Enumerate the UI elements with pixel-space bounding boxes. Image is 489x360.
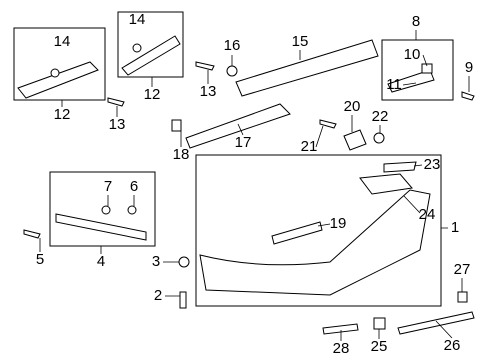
callout: 27 xyxy=(454,261,471,278)
callout: 10 xyxy=(404,46,421,63)
callout: 14 xyxy=(54,33,71,50)
callout: 6 xyxy=(130,178,138,195)
callout: 15 xyxy=(292,33,309,50)
callout: 4 xyxy=(97,253,105,270)
boxes xyxy=(13,11,454,307)
callout-labels: 14 12 14 12 16 15 13 13 8 10 11 9 21 20 … xyxy=(36,11,473,357)
callout: 11 xyxy=(386,76,402,93)
callout: 13 xyxy=(109,116,126,133)
callout: 26 xyxy=(444,337,461,354)
callout: 8 xyxy=(412,13,420,30)
parts xyxy=(17,35,475,335)
callout: 20 xyxy=(344,98,361,115)
callout: 22 xyxy=(372,108,389,125)
leader-lines xyxy=(39,30,470,341)
callout: 13 xyxy=(200,83,217,100)
callout: 17 xyxy=(235,134,252,151)
callout: 12 xyxy=(54,106,71,123)
callout: 18 xyxy=(173,146,190,163)
callout: 1 xyxy=(451,219,459,236)
callout: 21 xyxy=(301,138,318,155)
callout: 12 xyxy=(144,86,161,103)
callout: 2 xyxy=(154,287,162,304)
callout: 14 xyxy=(129,11,146,28)
callout: 16 xyxy=(224,37,241,54)
callout: 25 xyxy=(371,338,388,355)
callout: 19 xyxy=(330,215,347,232)
callout: 5 xyxy=(36,251,44,268)
callout: 3 xyxy=(152,253,160,270)
callout: 24 xyxy=(419,206,436,223)
callout: 23 xyxy=(424,156,441,173)
callout: 28 xyxy=(333,340,350,357)
callout: 9 xyxy=(465,59,473,76)
callout: 7 xyxy=(104,178,112,195)
